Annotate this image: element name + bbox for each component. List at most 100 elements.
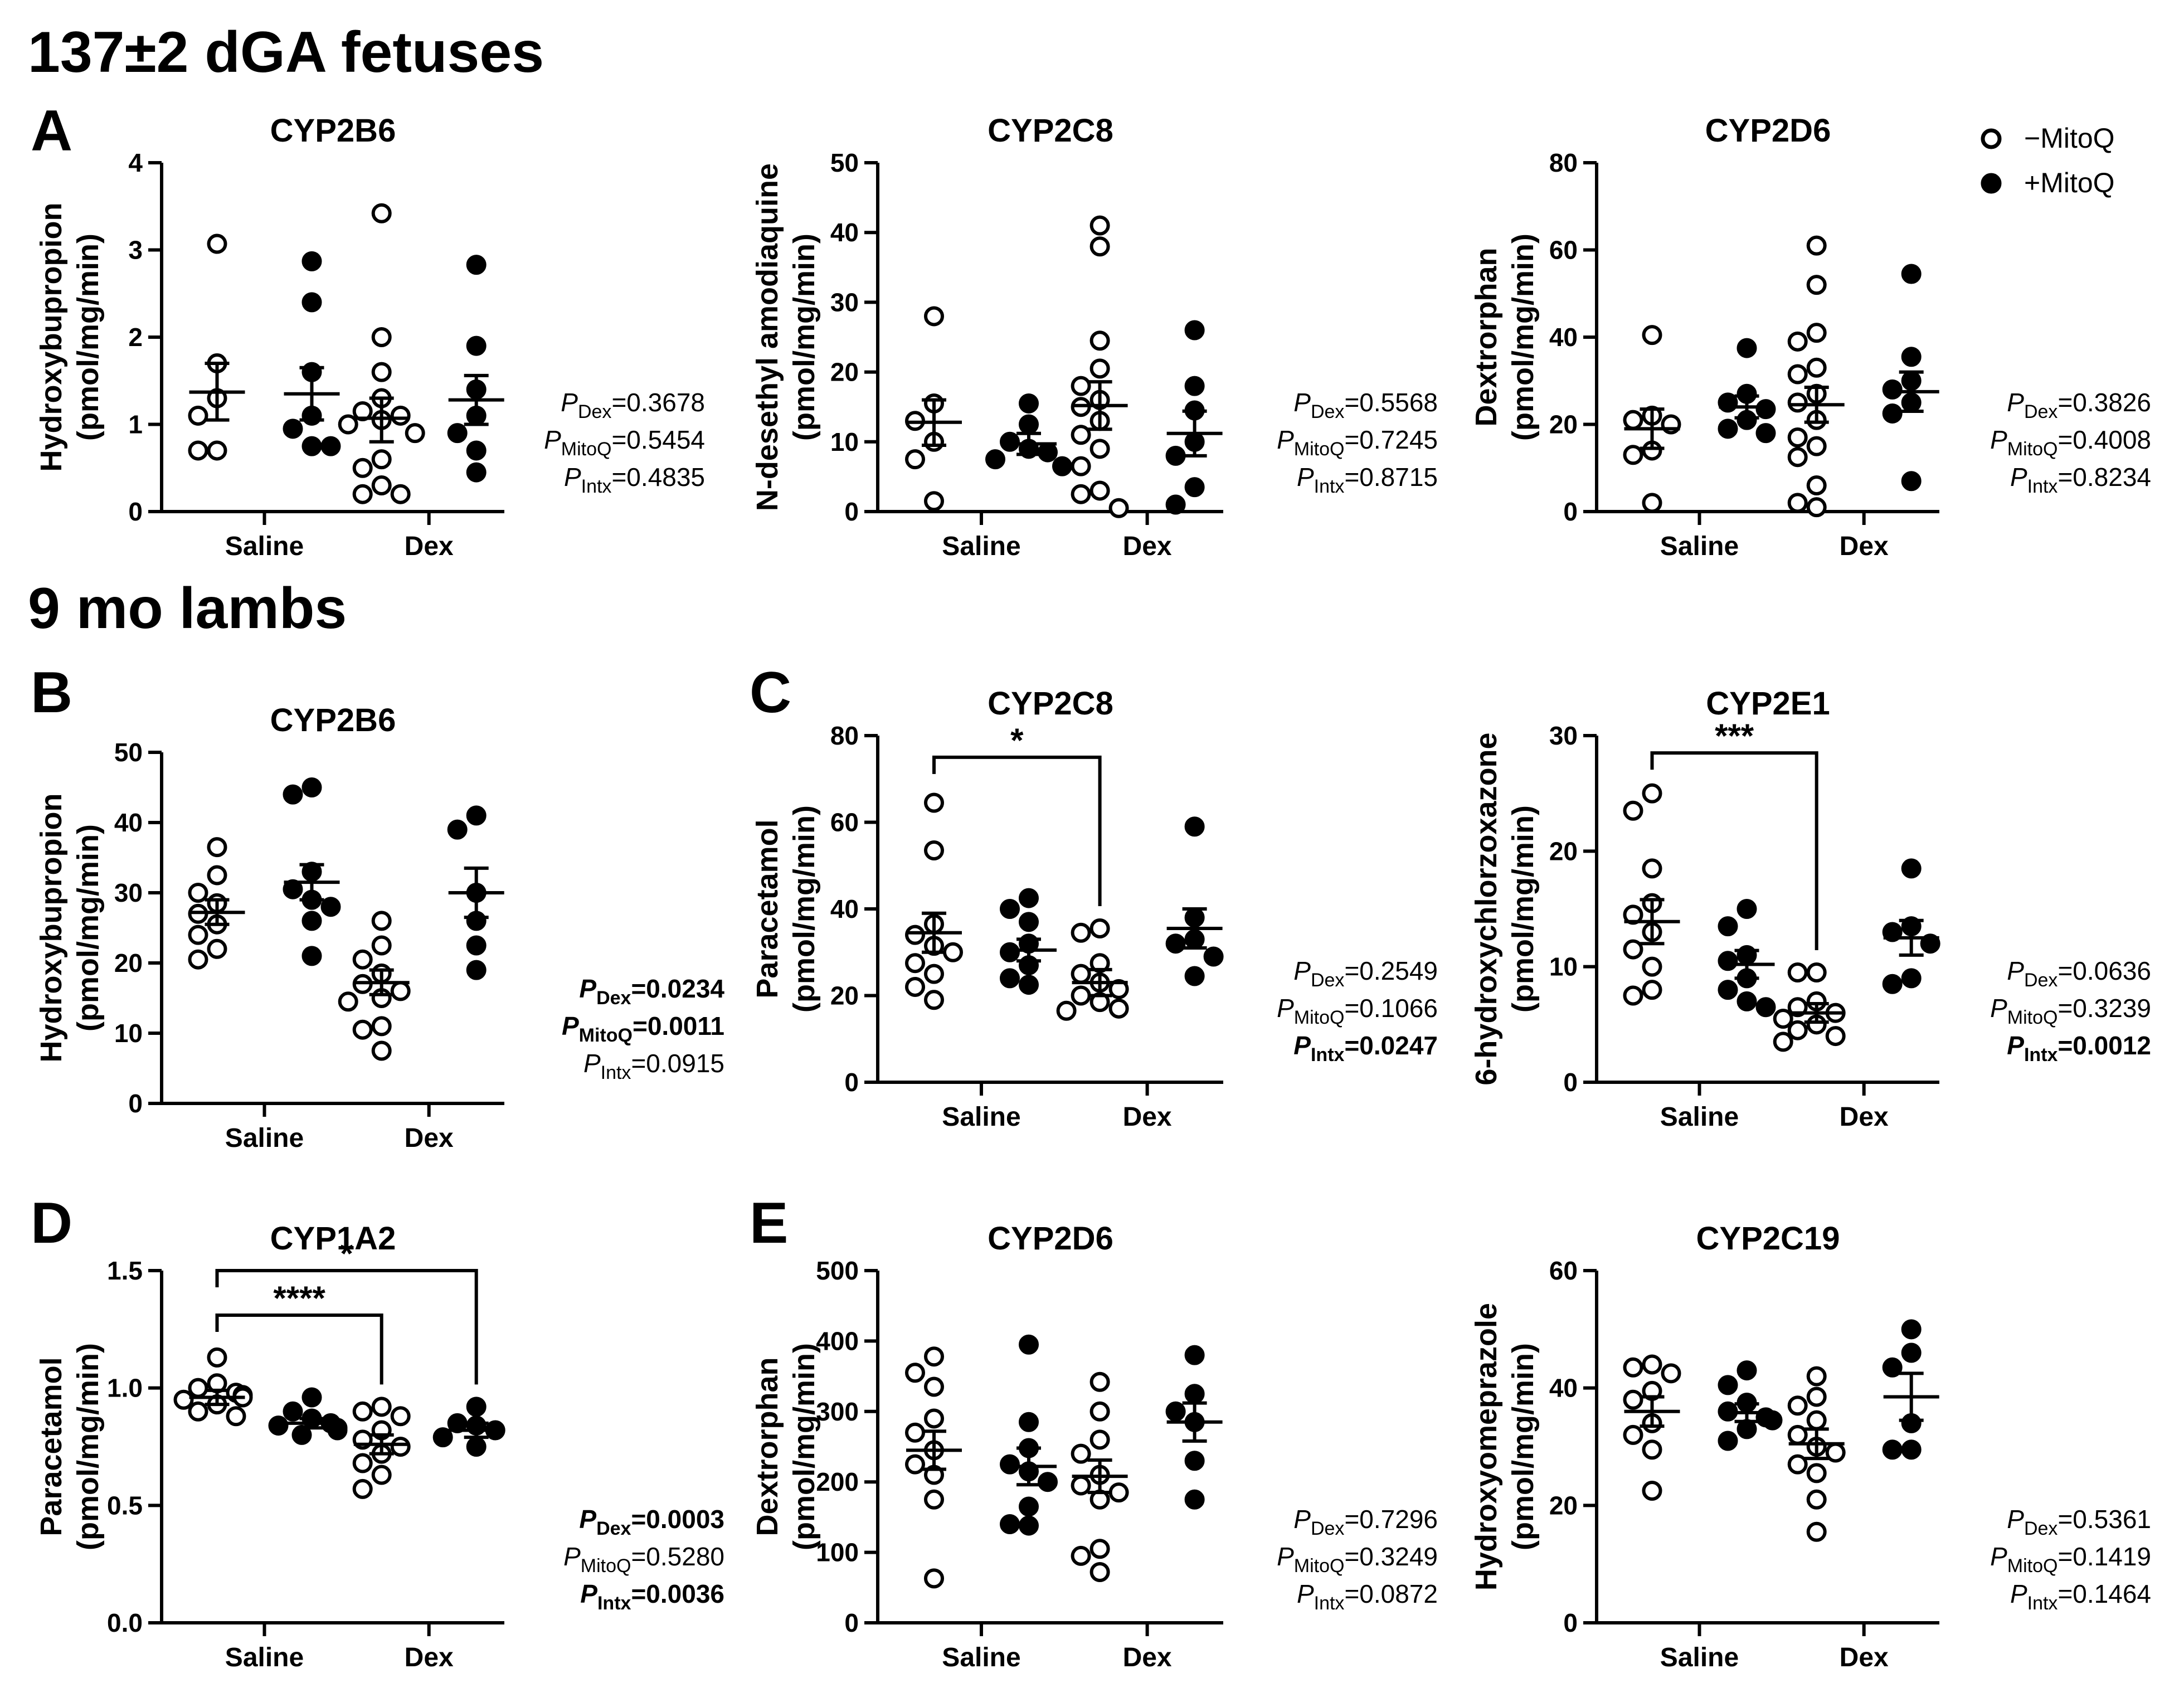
x-tick-label: Saline — [1660, 1102, 1739, 1132]
stat-p-symbol: P — [1277, 425, 1294, 454]
data-point — [1071, 425, 1091, 445]
data-point — [1642, 1439, 1662, 1460]
stat-value: =0.0636 — [2057, 956, 2151, 985]
data-point — [1038, 442, 1058, 463]
stat-line-dex: PDex=0.0636 — [2007, 956, 2151, 991]
y-tick-label: 0 — [1563, 497, 1578, 526]
y-tick-label: 40 — [830, 894, 859, 923]
data-point — [1825, 1026, 1846, 1047]
data-point — [1901, 1319, 1922, 1340]
stat-p-symbol: P — [580, 1579, 597, 1608]
data-point — [1019, 1515, 1039, 1536]
data-point — [1787, 392, 1808, 413]
data-point — [466, 960, 487, 980]
data-point — [320, 897, 341, 917]
y-axis-label: Dextrorphan — [1470, 247, 1503, 426]
chart-panel-7: D CYP1A2 0.0 0.5 1.0 1.5 Saline Dex Paracetamol(… — [31, 1191, 724, 1672]
y-tick-label: 2 — [128, 323, 143, 352]
stat-line-intx: PIntx=0.0012 — [2007, 1031, 2151, 1066]
stat-subscript: Dex — [2024, 401, 2057, 422]
data-point — [905, 925, 925, 945]
open-circle-icon — [1981, 128, 2002, 149]
data-point — [1737, 1360, 1757, 1381]
data-point — [1165, 445, 1186, 466]
data-point — [1882, 1357, 1903, 1378]
y-tick-label: 30 — [114, 878, 143, 907]
data-point — [1787, 493, 1808, 513]
y-tick-label: 300 — [816, 1397, 859, 1426]
stat-value: =0.7296 — [1344, 1505, 1438, 1534]
stat-p-symbol: P — [564, 463, 581, 492]
chart-title: CYP2D6 — [1705, 113, 1831, 149]
data-point — [207, 1347, 227, 1368]
data-point — [1642, 956, 1662, 977]
data-point — [1806, 1387, 1827, 1407]
series-minus-mitoq — [188, 234, 245, 461]
y-axis-label: Hydroxybupropion — [35, 203, 68, 472]
data-point — [924, 1376, 944, 1397]
stat-value: =0.5280 — [631, 1542, 724, 1571]
data-point — [1787, 331, 1808, 352]
series-minus-mitoq — [1787, 1366, 1846, 1542]
data-point — [1806, 962, 1827, 983]
data-point — [466, 1397, 487, 1417]
data-point — [1806, 1489, 1827, 1510]
data-point — [1623, 985, 1643, 1006]
x-tick-label: Dex — [1123, 532, 1172, 561]
data-point — [1642, 858, 1662, 879]
y-tick-label: 0 — [1563, 1608, 1578, 1637]
data-point — [1787, 1395, 1808, 1416]
stat-value: =0.5361 — [2057, 1505, 2151, 1534]
section-title-lambs: 9 mo lambs — [28, 576, 347, 641]
x-tick-label: Saline — [225, 1123, 304, 1153]
y-tick-label: 1.0 — [107, 1374, 143, 1403]
y-axis-label-units: (pmol/mg/min) — [787, 805, 821, 1013]
data-point — [1737, 338, 1757, 358]
stat-subscript: MitoQ — [561, 439, 612, 460]
data-point — [207, 938, 227, 959]
data-point — [226, 1406, 246, 1427]
series-plus-mitoq — [1882, 264, 1939, 492]
series-minus-mitoq — [173, 1347, 253, 1427]
data-point — [447, 423, 468, 444]
data-point — [1806, 436, 1827, 456]
data-point — [466, 335, 487, 356]
data-point — [1787, 364, 1808, 385]
y-tick-label: 20 — [830, 981, 859, 1010]
data-point — [188, 405, 208, 426]
series-plus-mitoq — [1882, 1319, 1939, 1460]
stat-subscript: MitoQ — [2007, 439, 2058, 460]
series-minus-mitoq — [905, 306, 962, 512]
data-point — [1184, 966, 1205, 986]
y-tick-label: 40 — [114, 808, 143, 837]
chart-title: CYP2B6 — [270, 113, 396, 149]
stat-subscript: Intx — [1314, 1593, 1345, 1614]
stat-p-symbol: P — [1293, 1505, 1311, 1534]
data-point — [1806, 235, 1827, 256]
series-minus-mitoq — [1787, 235, 1845, 518]
data-point — [1056, 1000, 1077, 1021]
data-point — [1089, 1429, 1110, 1450]
filled-circle-icon — [1981, 173, 2002, 194]
stat-subscript: Dex — [1311, 1518, 1344, 1539]
y-axis-label: Paracetamol — [35, 1357, 68, 1536]
data-point — [1901, 1439, 1922, 1460]
data-point — [1806, 275, 1827, 295]
stat-subscript: Dex — [578, 401, 611, 422]
data-point — [301, 911, 322, 931]
stat-line-intx: PIntx=0.8234 — [2010, 463, 2151, 497]
data-point — [924, 1408, 944, 1429]
stat-p-symbol: P — [561, 388, 578, 417]
stat-subscript: Dex — [596, 987, 631, 1009]
data-point — [371, 203, 392, 223]
stat-line-dex: PDex=0.0003 — [579, 1505, 724, 1539]
stat-subscript: Intx — [1314, 476, 1345, 497]
data-point — [1089, 439, 1110, 459]
data-point — [943, 942, 963, 962]
stat-value: =0.0872 — [1344, 1579, 1438, 1608]
stat-value: =0.3249 — [1344, 1542, 1438, 1571]
data-point — [1071, 1443, 1091, 1464]
data-point — [1737, 991, 1757, 1011]
